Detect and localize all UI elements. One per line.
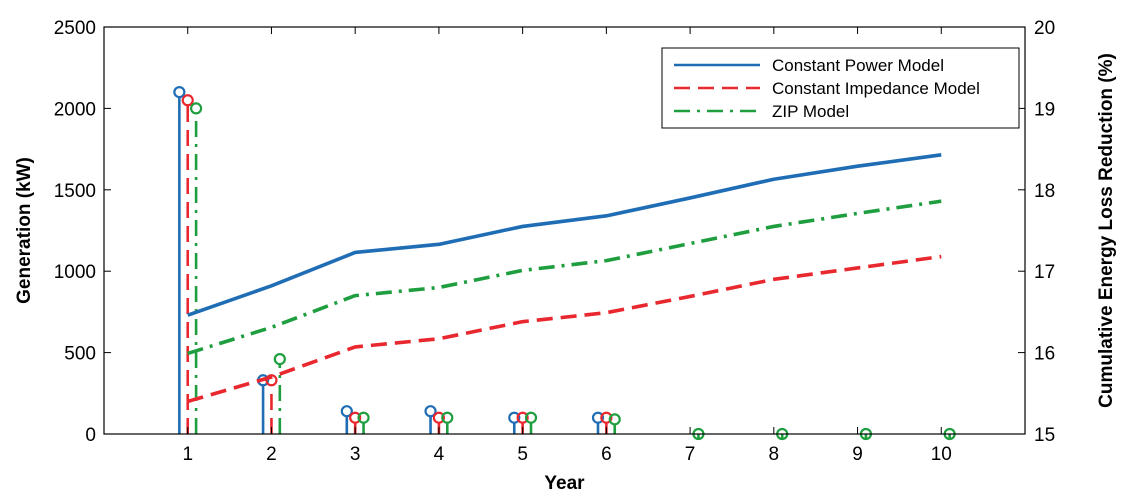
y-axis-right-title: Cumulative Energy Loss Reduction (%) — [1096, 53, 1117, 408]
stem-marker — [608, 413, 621, 426]
y-left-tick-label: 1500 — [54, 181, 96, 202]
stem-marker — [173, 86, 186, 99]
ticks-layer: 1 2 3 4 5 6 7 8 9 10 0 500 1000 1500 2000 2500 15 16 17 18 1… — [54, 18, 1055, 465]
stem-1 — [508, 411, 521, 434]
stem-3 — [190, 102, 203, 434]
series-line-1 — [187, 153, 942, 317]
stem-1 — [173, 86, 186, 434]
stem-marker — [524, 411, 538, 424]
stem-1 — [424, 405, 437, 434]
stem-2 — [181, 94, 194, 434]
legend-label: ZIP Model — [772, 102, 849, 121]
stem-marker — [516, 411, 529, 424]
stem-3 — [273, 353, 286, 434]
stem-3 — [524, 411, 538, 434]
stem-marker — [357, 411, 370, 424]
stem-marker — [432, 411, 446, 424]
x-tick-label: 4 — [434, 444, 445, 465]
y-right-tick-label: 15 — [1034, 425, 1055, 446]
stems-layer — [173, 86, 956, 441]
stem-marker — [349, 411, 362, 424]
y-axis-left-title: Generation (kW) — [14, 157, 35, 304]
y-right-tick-label: 16 — [1034, 344, 1055, 365]
y-right-tick-label: 20 — [1034, 18, 1055, 39]
stem-1 — [591, 411, 605, 434]
stem-3 — [608, 413, 621, 434]
y-left-tick-label: 1000 — [54, 262, 96, 283]
series-line-2 — [187, 254, 942, 404]
x-tick-label: 2 — [266, 444, 277, 465]
x-tick-label: 10 — [931, 444, 952, 465]
legend-item: ZIP Model — [674, 102, 849, 121]
legend-items: Constant Power Model Constant Impedance M… — [674, 56, 980, 121]
legend-label: Constant Power Model — [772, 56, 944, 75]
stem-marker — [340, 405, 353, 418]
stem-marker — [591, 411, 605, 424]
y-right-tick-label: 19 — [1034, 99, 1055, 120]
x-tick-label: 1 — [182, 444, 193, 465]
x-tick-label: 9 — [852, 444, 863, 465]
x-axis-title: Year — [544, 473, 585, 494]
legend-item: Constant Power Model — [674, 56, 944, 75]
series-line-3 — [187, 199, 942, 356]
y-left-tick-label: 2500 — [54, 18, 96, 39]
stem-3 — [441, 411, 454, 434]
stem-marker — [181, 94, 194, 107]
x-tick-label: 7 — [685, 444, 696, 465]
stem-1 — [340, 405, 353, 434]
y-left-tick-label: 0 — [85, 425, 96, 446]
stem-2 — [265, 374, 278, 434]
legend-box — [661, 47, 1020, 129]
y-right-tick-label: 17 — [1034, 262, 1055, 283]
legend: Constant Power Model Constant Impedance M… — [661, 47, 1020, 129]
legend-label: Constant Impedance Model — [772, 79, 980, 98]
stem-marker — [441, 411, 454, 424]
x-tick-label: 5 — [517, 444, 528, 465]
x-tick-label: 8 — [769, 444, 780, 465]
stem-marker — [508, 411, 521, 424]
stem-marker — [600, 411, 613, 424]
y-right-tick-label: 18 — [1034, 181, 1055, 202]
x-tick-label: 3 — [350, 444, 361, 465]
stem-1 — [256, 374, 270, 434]
legend-item: Constant Impedance Model — [674, 79, 980, 98]
x-tick-label: 6 — [601, 444, 612, 465]
stem-marker — [190, 102, 203, 115]
stem-marker — [273, 353, 286, 366]
plot-frame — [103, 26, 1026, 435]
y-left-tick-label: 500 — [64, 344, 96, 365]
y-left-tick-label: 2000 — [54, 99, 96, 120]
lines-layer — [187, 153, 942, 404]
stem-marker — [424, 405, 437, 418]
stem-3 — [357, 411, 370, 434]
